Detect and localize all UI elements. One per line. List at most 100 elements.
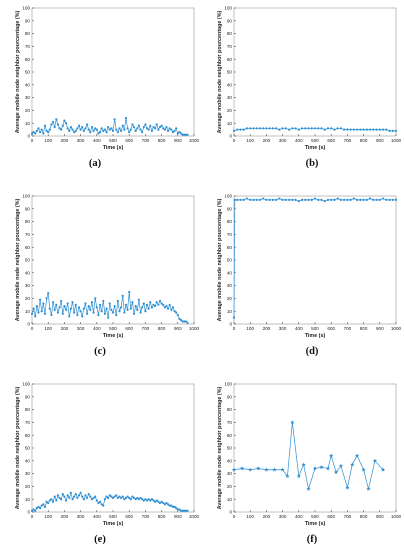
- data-point: [66, 127, 69, 130]
- data-point: [323, 128, 326, 131]
- y-tick-label: 70: [227, 232, 233, 237]
- x-tick-label: 900: [174, 514, 182, 519]
- x-tick-label: 500: [109, 138, 117, 143]
- x-tick-label: 1000: [189, 326, 200, 331]
- data-point: [60, 128, 63, 131]
- data-point: [73, 131, 76, 134]
- data-point: [155, 499, 158, 502]
- data-point: [171, 131, 175, 134]
- data-point: [319, 465, 324, 469]
- data-point: [181, 320, 184, 323]
- data-point: [97, 132, 100, 135]
- data-point: [92, 496, 95, 500]
- data-point: [87, 128, 90, 131]
- data-point: [141, 131, 144, 134]
- data-point: [137, 124, 141, 127]
- data-point: [361, 467, 366, 472]
- y-tick-label: 20: [227, 296, 233, 301]
- data-point: [183, 509, 186, 512]
- data-point: [388, 129, 391, 132]
- data-point: [186, 133, 189, 136]
- data-point: [245, 127, 249, 130]
- x-axis-label: Time (s): [103, 145, 124, 151]
- data-point: [58, 127, 61, 130]
- data-point: [345, 485, 350, 490]
- x-tick-label: 100: [246, 326, 254, 331]
- data-point: [90, 125, 94, 129]
- x-tick-label: 400: [295, 326, 303, 331]
- data-point: [320, 198, 323, 201]
- data-point: [74, 492, 77, 496]
- data-point: [296, 473, 301, 478]
- data-point: [123, 128, 126, 131]
- x-tick-label: 400: [295, 138, 303, 143]
- x-tick-label: 500: [311, 326, 319, 331]
- data-point: [183, 133, 186, 136]
- data-point: [323, 200, 326, 203]
- data-point: [115, 313, 118, 317]
- data-point: [40, 310, 43, 313]
- data-point: [121, 495, 124, 498]
- y-tick-label: 40: [25, 458, 31, 463]
- data-point: [173, 505, 176, 508]
- data-point: [50, 498, 53, 501]
- data-point: [100, 310, 103, 313]
- data-point: [184, 320, 187, 323]
- data-point: [42, 132, 45, 135]
- data-point: [275, 127, 278, 130]
- data-point: [141, 306, 144, 309]
- data-point: [53, 308, 56, 312]
- data-point: [60, 299, 63, 303]
- x-tick-label: 700: [142, 326, 150, 331]
- data-point: [297, 200, 300, 203]
- data-point: [294, 198, 297, 201]
- data-point: [98, 131, 102, 134]
- data-point: [55, 303, 58, 306]
- x-tick-label: 900: [376, 138, 384, 143]
- panel-label: (f): [307, 534, 318, 545]
- data-point: [139, 311, 142, 314]
- data-point: [154, 304, 157, 308]
- data-point: [336, 127, 339, 130]
- x-tick-label: 400: [93, 514, 101, 519]
- x-tick-label: 200: [61, 326, 69, 331]
- data-point: [120, 129, 123, 132]
- data-point: [268, 127, 271, 130]
- data-point: [68, 129, 71, 132]
- data-point: [362, 198, 365, 201]
- data-point: [333, 128, 336, 131]
- y-tick-label: 40: [227, 82, 233, 87]
- y-axis-label: Average mobile node neighbor pourcentage…: [217, 198, 223, 321]
- x-tick-label: 100: [246, 514, 254, 519]
- y-tick-label: 90: [227, 394, 233, 399]
- data-point: [113, 118, 116, 121]
- data-point: [262, 197, 265, 200]
- data-point: [42, 302, 45, 305]
- data-point: [168, 504, 171, 507]
- x-tick-label: 600: [125, 138, 133, 143]
- data-point: [375, 128, 378, 131]
- data-point: [144, 498, 147, 501]
- data-point: [124, 303, 128, 306]
- data-point: [51, 120, 55, 124]
- data-point: [152, 125, 155, 129]
- data-point: [92, 311, 95, 314]
- data-point: [30, 509, 34, 512]
- data-point: [280, 467, 285, 472]
- data-point: [115, 128, 118, 131]
- data-point: [149, 301, 152, 304]
- data-point: [380, 467, 386, 472]
- x-tick-label: 800: [360, 138, 368, 143]
- data-point: [32, 307, 35, 310]
- data-point: [34, 315, 37, 318]
- data-point: [64, 122, 68, 125]
- data-point: [275, 198, 278, 201]
- data-point: [98, 303, 102, 306]
- y-tick-label: 60: [25, 433, 31, 438]
- data-point: [129, 128, 132, 131]
- data-point: [60, 498, 63, 501]
- data-point: [145, 127, 149, 130]
- data-point: [381, 128, 385, 131]
